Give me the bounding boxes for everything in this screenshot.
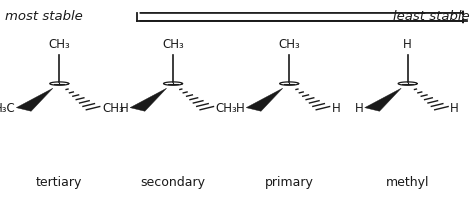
- Text: CH₃: CH₃: [278, 38, 300, 52]
- Text: tertiary: tertiary: [36, 176, 82, 189]
- Text: H: H: [355, 102, 364, 115]
- Text: CH₃: CH₃: [48, 38, 70, 52]
- Polygon shape: [365, 88, 401, 111]
- Text: H: H: [403, 38, 412, 52]
- Text: CH₃: CH₃: [162, 38, 184, 52]
- Text: H: H: [450, 102, 459, 115]
- Text: H₃C: H₃C: [0, 102, 15, 115]
- Text: CH₃: CH₃: [216, 102, 237, 115]
- Polygon shape: [246, 88, 283, 111]
- Text: H: H: [120, 102, 129, 115]
- Text: most stable: most stable: [5, 10, 82, 23]
- Text: H: H: [237, 102, 245, 115]
- Text: primary: primary: [264, 176, 314, 189]
- Text: least stable: least stable: [392, 10, 469, 23]
- Text: methyl: methyl: [386, 176, 429, 189]
- Polygon shape: [130, 88, 166, 111]
- Text: CH₃: CH₃: [102, 102, 124, 115]
- Text: secondary: secondary: [140, 176, 206, 189]
- Polygon shape: [16, 88, 53, 111]
- Text: H: H: [332, 102, 340, 115]
